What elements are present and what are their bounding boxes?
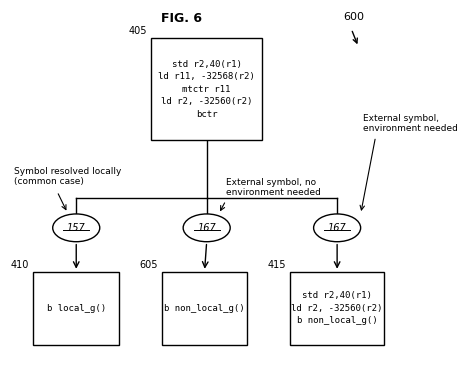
Text: b local_g(): b local_g(): [47, 304, 106, 313]
Text: 605: 605: [139, 260, 158, 270]
Text: 415: 415: [267, 260, 286, 270]
Text: 167: 167: [328, 223, 347, 233]
FancyBboxPatch shape: [290, 272, 384, 345]
Text: 410: 410: [11, 260, 29, 270]
Text: External symbol, no
environment needed: External symbol, no environment needed: [226, 178, 321, 197]
Text: 600: 600: [343, 13, 364, 22]
Text: std r2,40(r1)
ld r2, -32560(r2)
b non_local_g(): std r2,40(r1) ld r2, -32560(r2) b non_lo…: [291, 291, 383, 325]
Ellipse shape: [53, 214, 100, 242]
Text: b non_local_g(): b non_local_g(): [164, 304, 245, 313]
Text: 167: 167: [197, 223, 216, 233]
Text: FIG. 6: FIG. 6: [160, 13, 202, 25]
FancyBboxPatch shape: [33, 272, 119, 345]
Ellipse shape: [314, 214, 361, 242]
Text: Symbol resolved locally
(common case): Symbol resolved locally (common case): [14, 167, 121, 187]
Text: 157: 157: [67, 223, 86, 233]
Text: External symbol,
environment needed: External symbol, environment needed: [363, 114, 458, 134]
FancyBboxPatch shape: [151, 38, 262, 140]
Text: 405: 405: [129, 26, 147, 36]
Ellipse shape: [183, 214, 230, 242]
FancyBboxPatch shape: [162, 272, 247, 345]
Text: std r2,40(r1)
ld r11, -32568(r2)
mtctr r11
ld r2, -32560(r2)
bctr: std r2,40(r1) ld r11, -32568(r2) mtctr r…: [159, 60, 255, 118]
